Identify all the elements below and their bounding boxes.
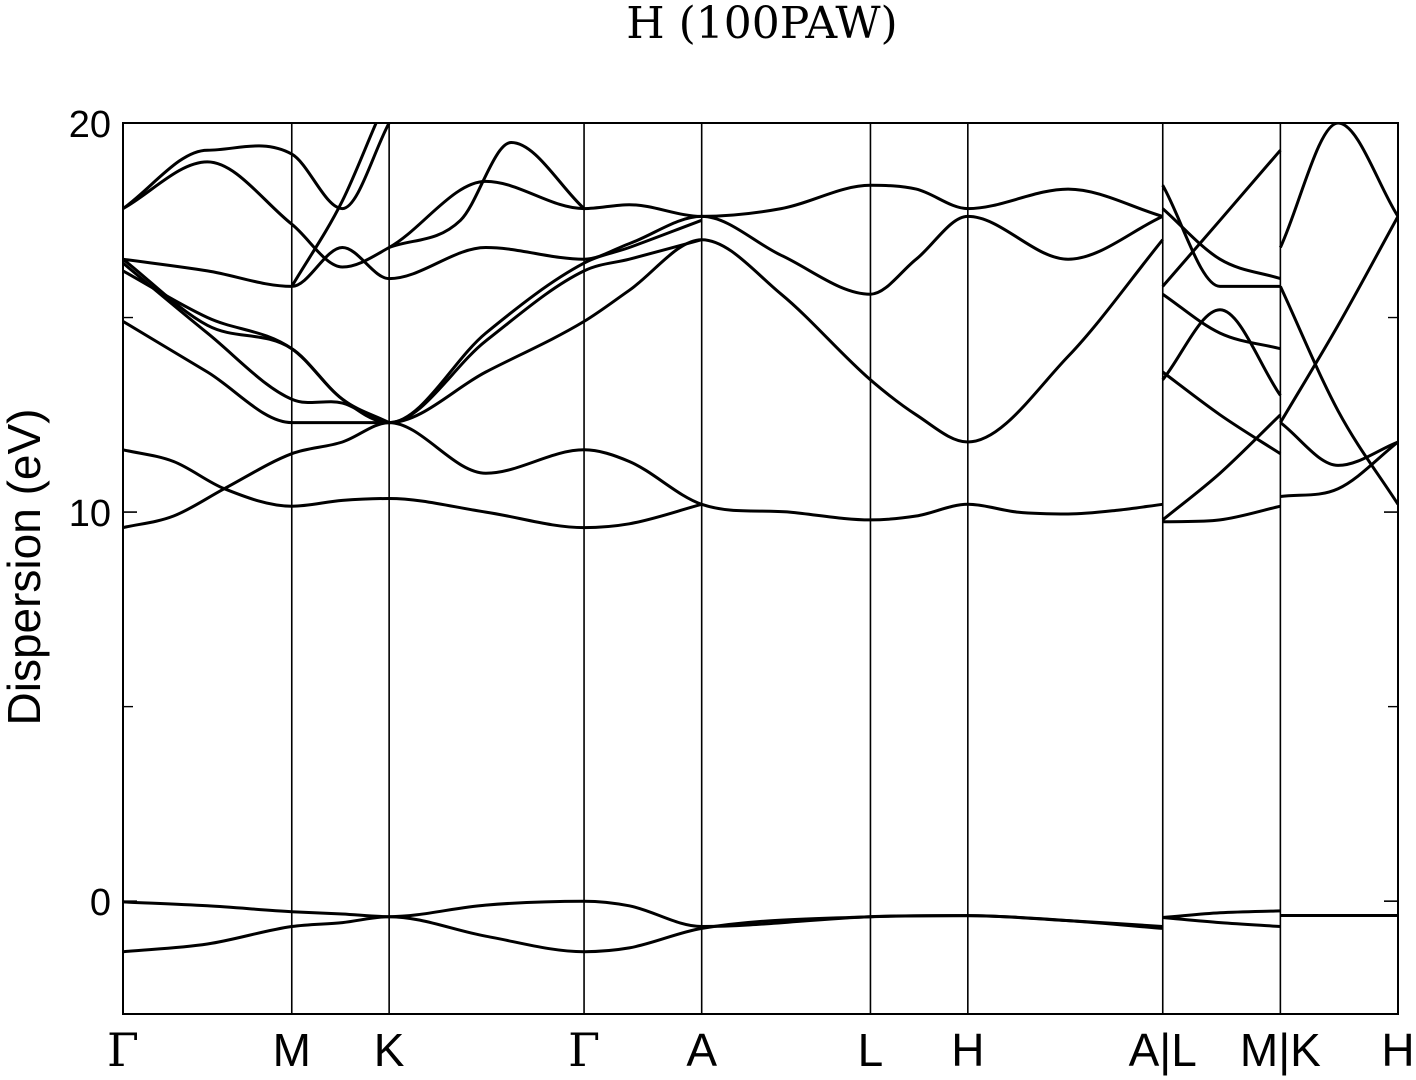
band-line <box>1162 916 1281 928</box>
band-line <box>123 160 1164 269</box>
x-tick-label: Γ <box>107 1023 139 1077</box>
y-tick-label: 20 <box>69 104 111 146</box>
band-line <box>1162 909 1281 919</box>
plot-area: Γ M K Γ A L H A|L M|K H 0 10 20 <box>69 104 1415 1077</box>
band-line <box>123 421 1163 530</box>
x-tick-label: Γ <box>568 1023 600 1077</box>
band-line <box>290 123 378 288</box>
x-tick-label: M|K <box>1240 1024 1321 1076</box>
plot-frame <box>122 122 1399 1015</box>
band-line <box>1279 123 1398 249</box>
band-line <box>1279 421 1398 467</box>
band-line <box>1161 370 1282 455</box>
band-line <box>1161 292 1281 351</box>
y-tick-label: 10 <box>69 493 111 535</box>
band-line <box>123 448 703 530</box>
band-line <box>123 914 1163 954</box>
band-line <box>1161 308 1282 397</box>
band-line <box>123 214 1164 296</box>
x-tick-label: A <box>686 1024 717 1076</box>
x-tick-label: H <box>1381 1024 1414 1076</box>
chart-title: H (100PAW) <box>626 0 897 49</box>
y-axis-label: Dispersion (eV) <box>0 409 50 726</box>
band-line <box>123 899 1163 928</box>
x-tick-label: M <box>273 1024 311 1076</box>
band-line <box>1279 215 1398 424</box>
band-line <box>1161 149 1282 288</box>
y-tick-label: 0 <box>90 882 111 924</box>
band-line <box>123 238 1164 444</box>
band-line <box>388 141 586 249</box>
x-tick-label: L <box>858 1024 884 1076</box>
x-tick-label: A|L <box>1129 1024 1197 1076</box>
band-line <box>1279 285 1398 506</box>
band-line <box>1161 413 1282 522</box>
x-tick-label: K <box>374 1024 405 1076</box>
band-line <box>123 123 391 211</box>
band-line <box>1161 207 1281 281</box>
x-tick-label: H <box>951 1024 984 1076</box>
band-line <box>123 238 703 425</box>
band-line <box>1162 504 1281 524</box>
band-line <box>123 258 390 424</box>
band-line <box>1280 440 1398 498</box>
band-line <box>1161 184 1281 288</box>
